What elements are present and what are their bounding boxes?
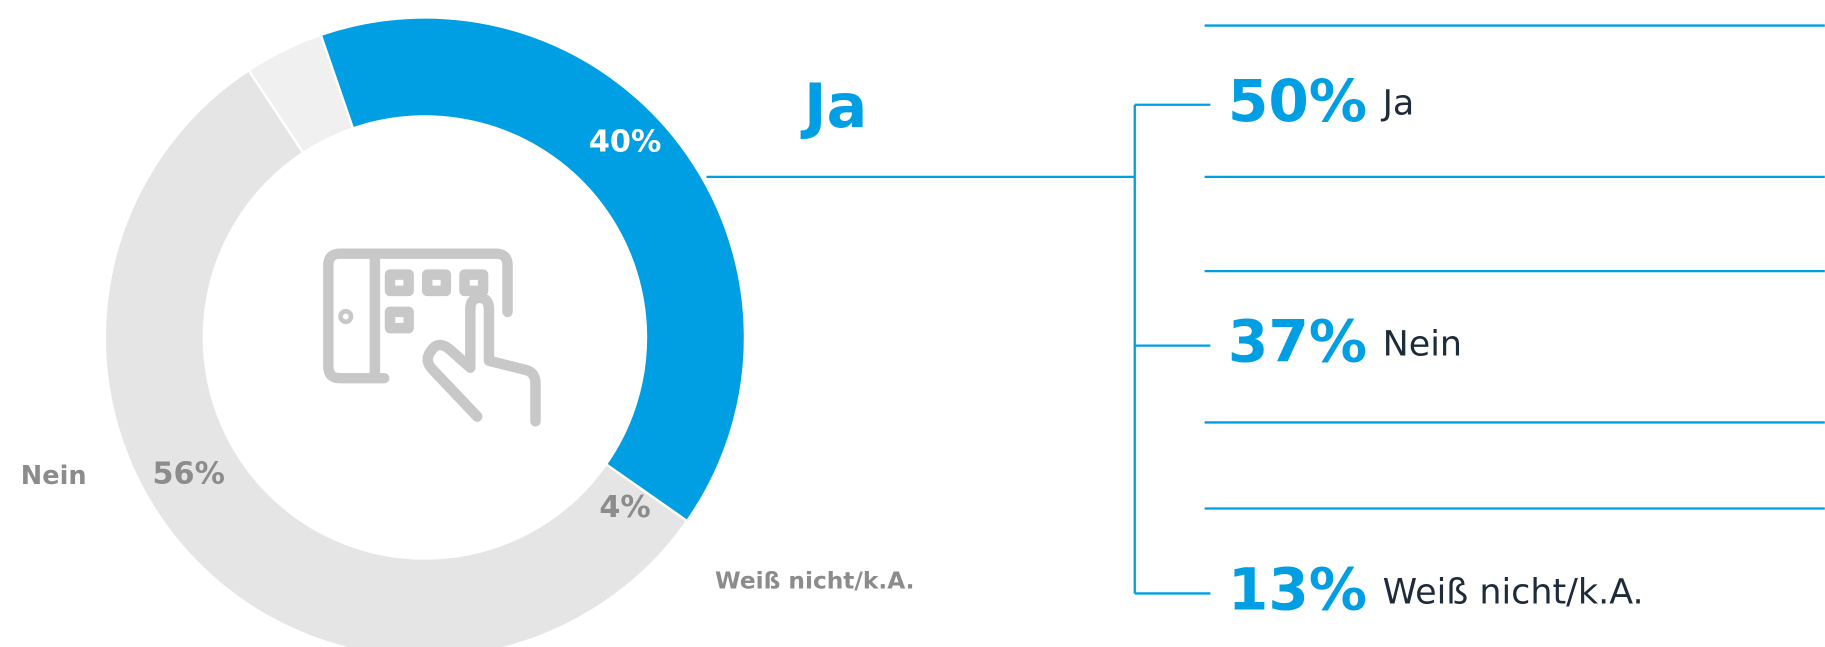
- breakdown-value: 13%: [1228, 556, 1367, 624]
- breakdown: 50% Ja 37% Nein 13% Weiß nicht/k.A.: [1228, 67, 1644, 624]
- value-label: 40%: [589, 125, 661, 160]
- category-label: Ja: [800, 72, 867, 142]
- icon: [323, 248, 541, 427]
- breakdown-label: Nein: [1383, 325, 1462, 365]
- donut-segment: [103, 68, 689, 647]
- hand: [422, 292, 541, 427]
- tile: [459, 269, 489, 297]
- value-label: 4%: [599, 490, 650, 525]
- category-label: Weiß nicht/k.A.: [715, 567, 915, 594]
- donut-segment: [247, 33, 355, 155]
- breakdown-value: 37%: [1228, 308, 1367, 376]
- category-label: Nein: [21, 461, 87, 491]
- home-button: [338, 308, 354, 325]
- breakdown-value: 50%: [1228, 67, 1367, 135]
- tile: [384, 306, 414, 334]
- tile: [422, 269, 452, 297]
- donut: 40% 56% 4% Ja Nein Weiß nicht/k.A.: [21, 16, 915, 647]
- donut-segment: [319, 16, 747, 523]
- tile: [384, 269, 414, 297]
- tablet-outline: [323, 248, 513, 384]
- value-label: 56%: [152, 456, 224, 491]
- connectors: [706, 24, 1825, 595]
- breakdown-label: Weiß nicht/k.A.: [1383, 572, 1644, 612]
- breakdown-label: Ja: [1381, 84, 1415, 124]
